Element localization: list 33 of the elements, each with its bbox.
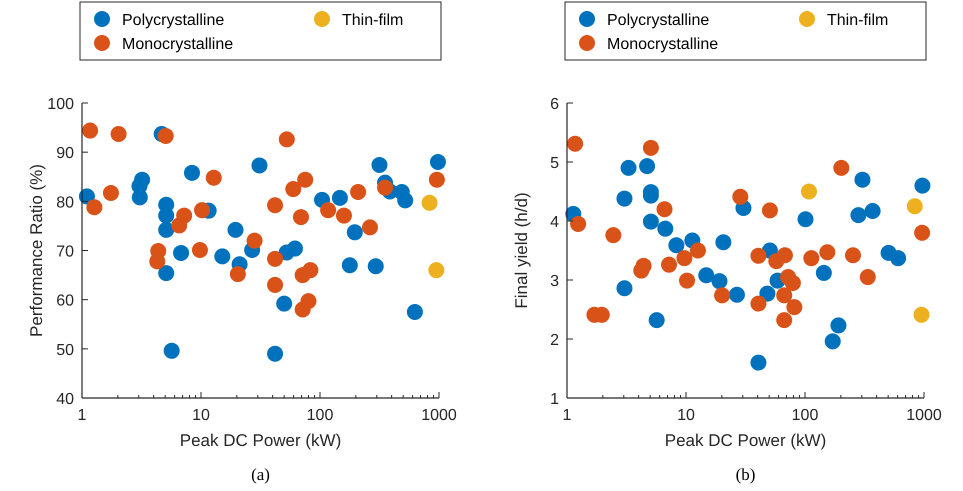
legend-label: Monocrystalline — [122, 36, 234, 53]
y-tick-label: 4 — [550, 214, 560, 231]
y-tick-label: 90 — [56, 145, 74, 162]
y-tick-label: 70 — [56, 244, 74, 260]
text: (b) — [736, 465, 756, 484]
legend-label: Thin-film — [827, 12, 888, 29]
x-tick-label: 1 — [78, 407, 87, 424]
legend-label: Polycrystalline — [122, 12, 224, 29]
x-tick-label: 10 — [192, 407, 210, 424]
y-tick-label: 2 — [550, 332, 560, 349]
y-tick-label: 40 — [56, 391, 74, 408]
y-tick-label: 60 — [56, 292, 74, 310]
text: (a) — [251, 465, 270, 484]
y-tick-label: 80 — [56, 194, 74, 212]
x-tick-label: 10 — [677, 407, 695, 424]
x-tick-label: 100 — [792, 407, 818, 424]
x-tick-label: 1000 — [421, 407, 457, 424]
y-axis-title: Final yield (h/d) — [512, 192, 531, 309]
y-tick-label: 5 — [550, 155, 560, 172]
legend-label: Polycrystalline — [607, 12, 710, 29]
x-tick-label: 1000 — [906, 407, 942, 424]
y-tick-label: 100 — [47, 96, 74, 113]
legend-label: Thin-film — [342, 12, 404, 29]
y-tick-label: 3 — [550, 273, 560, 290]
y-tick-label: 1 — [550, 391, 560, 408]
legend-label: Monocrystalline — [607, 36, 718, 53]
x-tick-label: 100 — [306, 407, 334, 424]
x-axis-title: Peak DC Power (kW) — [180, 431, 342, 450]
x-axis-title: Peak DC Power (kW) — [664, 431, 826, 450]
x-tick-label: 1 — [562, 407, 572, 424]
y-axis-title: Performance Ratio (%) — [27, 164, 46, 337]
y-tick-label: 50 — [56, 342, 74, 359]
y-tick-label: 6 — [550, 96, 560, 113]
